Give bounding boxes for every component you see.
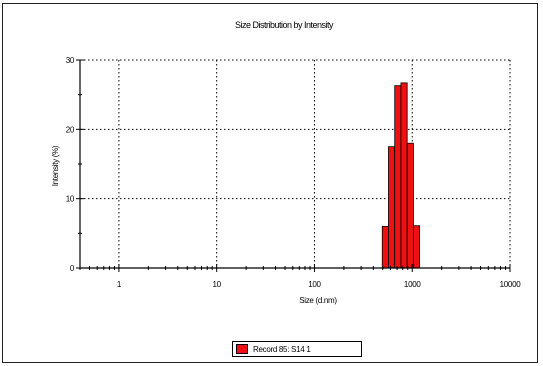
legend-label: Record 85: S14 1 — [253, 344, 311, 354]
legend-swatch — [236, 344, 248, 354]
bar — [406, 142, 414, 269]
bar — [381, 225, 389, 269]
y-tick-label: 30 — [66, 56, 75, 65]
x-tick-label: 1 — [117, 280, 122, 289]
tick-labels: 1 10 100 1000 10000 0 10 20 30 — [66, 56, 522, 289]
bar — [394, 85, 402, 269]
chart-frame — [2, 3, 538, 363]
x-axis-label: Size (d.nm) — [299, 296, 337, 305]
bars — [381, 82, 421, 269]
legend: Record 85: S14 1 — [232, 341, 362, 357]
bar — [400, 82, 408, 269]
x-tick-label: 10000 — [500, 280, 522, 289]
tick-marks — [76, 59, 511, 272]
y-tick-label: 0 — [70, 264, 75, 273]
chart-frame-edge — [537, 3, 538, 363]
y-tick-label: 20 — [66, 125, 75, 134]
y-axis-label: Intensity (%) — [51, 145, 60, 186]
x-tick-label: 1000 — [404, 280, 421, 289]
y-tick-label: 10 — [66, 195, 75, 204]
axes — [79, 60, 510, 269]
x-tick-label: 10 — [213, 280, 222, 289]
x-tick-label: 100 — [308, 280, 321, 289]
bar — [388, 146, 396, 269]
chart-title: Size Distribution by Intensity — [235, 20, 334, 30]
bar — [412, 225, 421, 269]
grid-lines — [80, 59, 511, 268]
